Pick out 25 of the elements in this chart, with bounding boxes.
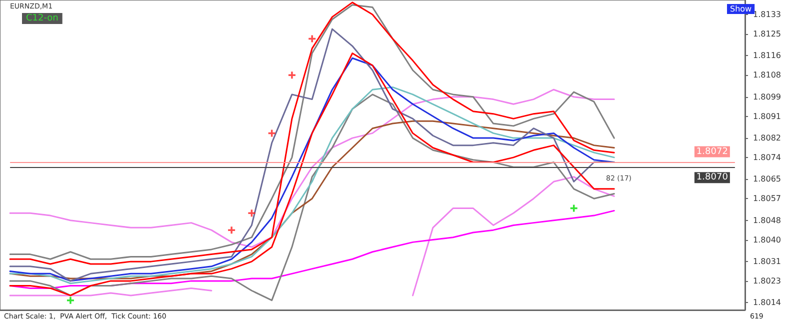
y-tick-label: 1.8091 xyxy=(753,112,781,121)
y-tick-label: 1.8065 xyxy=(753,174,781,184)
line-series xyxy=(9,210,615,289)
y-tick-label: 1.8048 xyxy=(753,216,781,225)
y-tick-label: 1.8116 xyxy=(753,51,781,60)
y-tick-label: 1.8125 xyxy=(753,29,781,38)
point xyxy=(308,35,316,42)
ref-line-label: 1.8070 xyxy=(696,172,728,183)
y-tick-label: 1.8031 xyxy=(753,257,781,266)
y-tick-label: 1.8082 xyxy=(753,134,781,143)
point xyxy=(228,226,236,234)
y-tick-label: 1.8099 xyxy=(753,92,781,102)
point xyxy=(288,72,296,79)
y-tick-label: 1.8108 xyxy=(753,70,781,80)
y-tick-label: 1.8040 xyxy=(753,235,781,244)
y-tick-label: 1.8014 xyxy=(753,298,781,308)
y-tick-label: 1.8057 xyxy=(753,194,781,204)
line-series xyxy=(9,88,615,248)
y-tick-label: 1.8074 xyxy=(753,152,781,162)
point xyxy=(66,296,74,304)
annotation: C12-on xyxy=(26,14,58,24)
y-tick-label: 1.8023 xyxy=(753,276,781,286)
annotation: Show xyxy=(730,4,752,14)
y-tick-label: 1.8133 xyxy=(753,10,781,20)
ref-line-label: 1.8072 xyxy=(696,146,728,157)
